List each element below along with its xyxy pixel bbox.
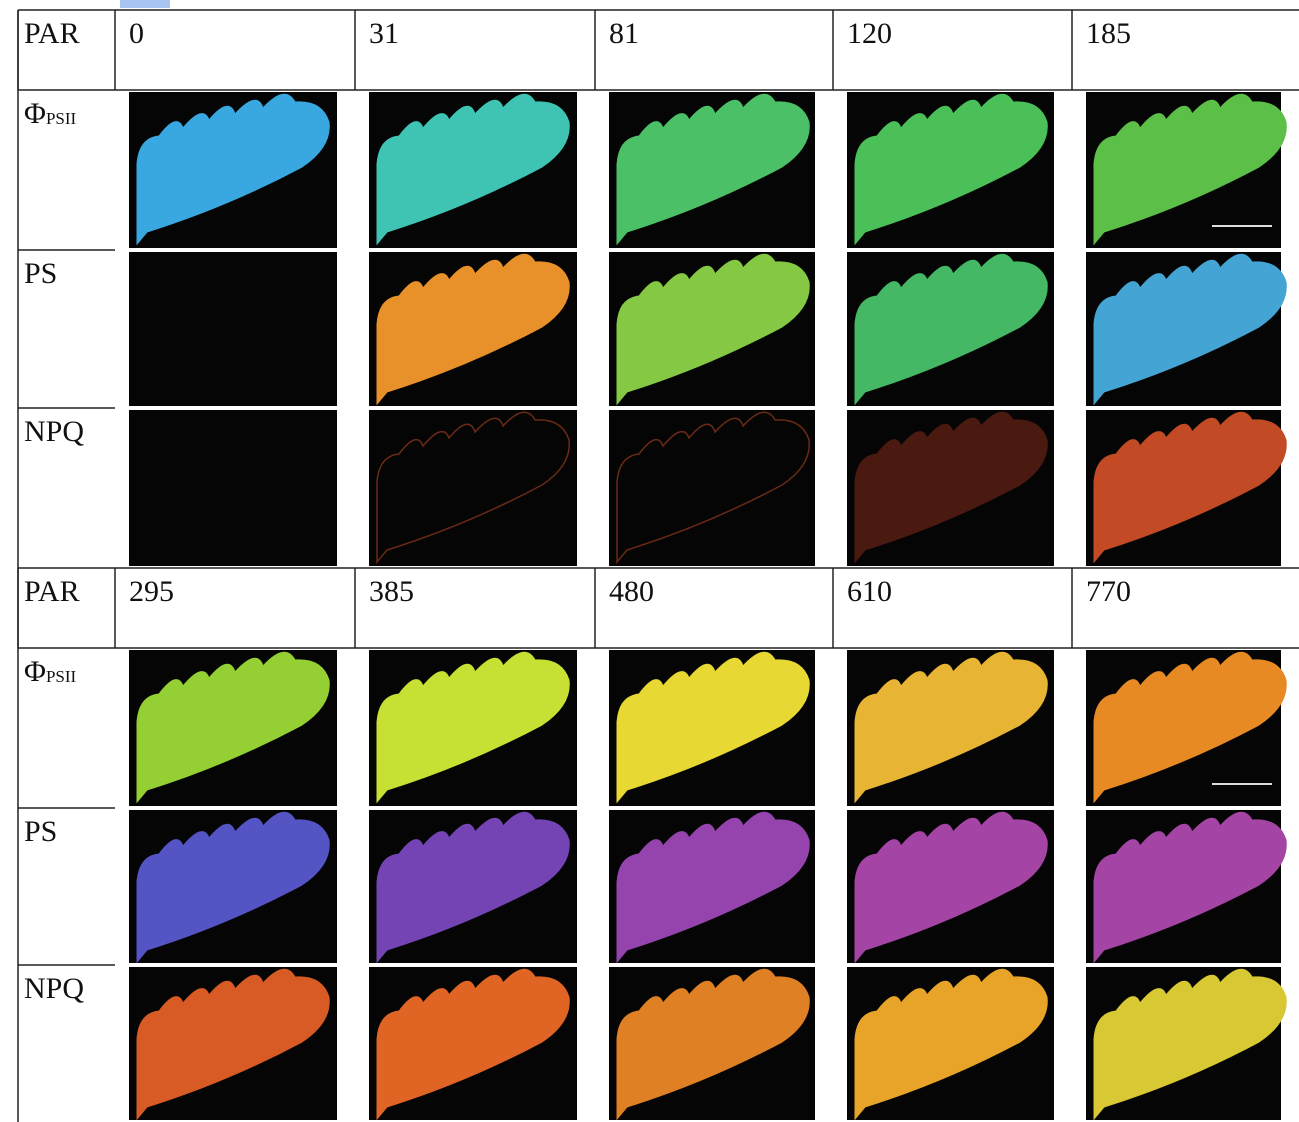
row-label-main: Φ <box>24 655 46 688</box>
par-value: 185 <box>1086 17 1131 50</box>
row-label: PAR <box>24 17 80 50</box>
image-panel <box>609 410 815 566</box>
row-label: PAR <box>24 575 80 608</box>
par-value: 295 <box>129 575 174 608</box>
image-panel <box>129 252 337 406</box>
row-label-sub: PSII <box>46 109 77 128</box>
par-value: 120 <box>847 17 892 50</box>
row-label: PS <box>24 257 57 290</box>
row-label-main: NPQ <box>24 415 84 448</box>
par-value: 385 <box>369 575 414 608</box>
selection-mark <box>120 0 170 8</box>
row-label-main: NPQ <box>24 972 84 1005</box>
row-label: NPQ <box>24 415 84 448</box>
figure: PAR03181120185ΦPSIIPSNPQPAR2953854806107… <box>0 0 1299 1122</box>
par-value: 31 <box>369 17 399 50</box>
row-label: NPQ <box>24 972 84 1005</box>
image-panel <box>369 410 577 566</box>
par-value: 81 <box>609 17 639 50</box>
row-label-sub: PSII <box>46 667 77 686</box>
par-value: 770 <box>1086 575 1131 608</box>
row-label-main: PS <box>24 815 57 848</box>
row-label-main: PS <box>24 257 57 290</box>
row-label-main: Φ <box>24 97 46 130</box>
par-value: 0 <box>129 17 144 50</box>
par-value: 610 <box>847 575 892 608</box>
row-label: ΦPSII <box>24 97 77 130</box>
row-label: PS <box>24 815 57 848</box>
row-label: ΦPSII <box>24 655 77 688</box>
par-value: 480 <box>609 575 654 608</box>
image-panel <box>129 410 337 566</box>
